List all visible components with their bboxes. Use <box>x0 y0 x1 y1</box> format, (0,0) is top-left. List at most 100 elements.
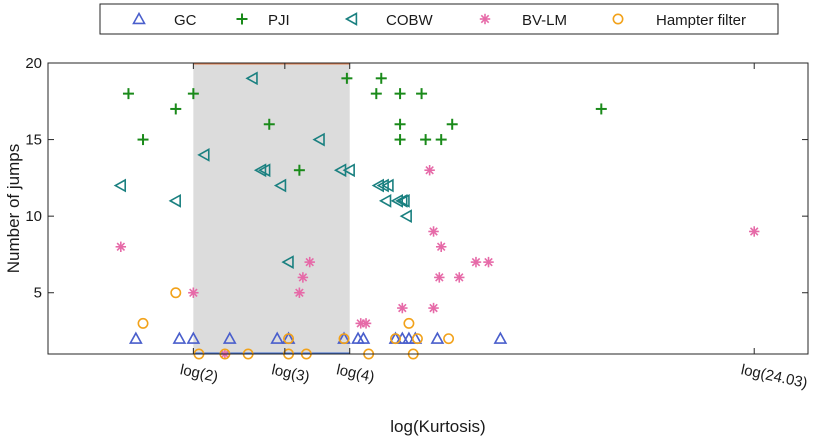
y-tick-label: 10 <box>25 208 42 225</box>
series-cobw <box>113 71 412 269</box>
data-point <box>434 272 445 283</box>
data-point <box>304 256 315 268</box>
legend-item: GC <box>132 11 197 29</box>
legend-marker <box>132 11 146 25</box>
legend-marker <box>612 13 624 25</box>
data-point <box>137 317 149 329</box>
shaded-region <box>193 63 350 354</box>
data-point <box>258 163 271 178</box>
data-point <box>443 333 455 345</box>
data-point <box>376 178 389 193</box>
data-point <box>390 193 404 208</box>
data-point <box>197 148 210 162</box>
data-point <box>370 88 382 100</box>
data-point <box>394 118 406 130</box>
legend-label: PJI <box>268 12 290 29</box>
series-gc <box>128 331 508 344</box>
data-point <box>411 333 423 345</box>
data-point <box>168 193 181 208</box>
data-point <box>454 272 465 283</box>
legend-item: COBW <box>344 12 434 29</box>
data-point <box>402 331 416 344</box>
data-point <box>435 134 447 146</box>
data-point <box>270 331 285 344</box>
data-point <box>281 255 294 269</box>
data-point <box>435 241 447 253</box>
data-point <box>748 226 760 237</box>
legend-label: Hampter filter <box>656 12 746 29</box>
x-tick-label: log(24.03) <box>739 361 809 392</box>
legend-box <box>99 3 779 35</box>
data-point <box>137 134 149 146</box>
legend-item: Hampter filter <box>612 12 746 29</box>
data-point <box>390 333 401 345</box>
data-point <box>394 134 406 146</box>
data-point <box>470 256 482 268</box>
plot-frame <box>47 62 809 355</box>
y-tick-label: 5 <box>34 285 42 302</box>
legend-marker <box>344 12 358 26</box>
data-point <box>245 71 258 86</box>
data-point <box>397 193 410 208</box>
data-point <box>342 163 355 178</box>
data-point <box>430 331 445 344</box>
data-point <box>446 118 458 130</box>
legend-label: BV-LM <box>522 12 567 29</box>
data-point <box>493 331 508 344</box>
data-point <box>395 193 408 208</box>
x-tick-label: log(2) <box>179 361 220 386</box>
data-point <box>312 132 325 147</box>
data-point <box>428 226 439 237</box>
data-point <box>293 164 305 176</box>
series-bv-lm <box>115 164 760 360</box>
data-point <box>188 287 199 298</box>
data-point <box>115 241 127 253</box>
data-point <box>356 331 371 344</box>
x-tick-label: log(3) <box>270 361 311 386</box>
data-point <box>424 164 435 176</box>
data-point <box>394 88 406 100</box>
data-point <box>420 134 432 146</box>
legend-marker <box>236 13 248 25</box>
data-point <box>170 287 182 299</box>
data-point <box>113 178 127 193</box>
data-point <box>381 178 394 193</box>
data-point <box>186 331 201 344</box>
data-point <box>128 331 143 344</box>
data-point <box>397 302 408 314</box>
data-point <box>483 256 494 268</box>
data-point <box>338 333 350 345</box>
data-point <box>595 103 607 115</box>
y-axis-title: Number of jumps <box>4 144 23 273</box>
data-point <box>399 209 412 224</box>
data-point <box>263 118 275 130</box>
data-point <box>253 163 267 178</box>
data-point <box>294 287 305 298</box>
data-points <box>113 71 760 360</box>
series-pji <box>122 72 607 176</box>
plot-area <box>48 63 808 354</box>
data-point <box>172 331 187 344</box>
data-point <box>297 272 309 283</box>
data-point <box>273 178 287 193</box>
data-point <box>360 318 372 329</box>
data-point <box>341 72 353 84</box>
data-point <box>378 193 392 208</box>
legend-item: BV-LM <box>479 12 567 29</box>
x-tick-label: log(4) <box>335 361 376 386</box>
data-point <box>283 333 295 345</box>
data-point <box>375 72 387 84</box>
legend-label: COBW <box>386 12 434 29</box>
data-point <box>122 88 134 100</box>
data-point <box>403 317 415 329</box>
legend-marker <box>479 13 491 25</box>
legend: GC PJI COBW BV-LM Hampter filter <box>99 3 779 35</box>
data-point <box>187 88 199 100</box>
data-point <box>416 88 428 100</box>
x-axis-title: log(Kurtosis) <box>390 417 485 436</box>
legend-item: PJI <box>236 12 290 29</box>
data-point <box>428 302 439 314</box>
data-point <box>222 331 237 344</box>
y-tick-label: 15 <box>25 132 42 149</box>
